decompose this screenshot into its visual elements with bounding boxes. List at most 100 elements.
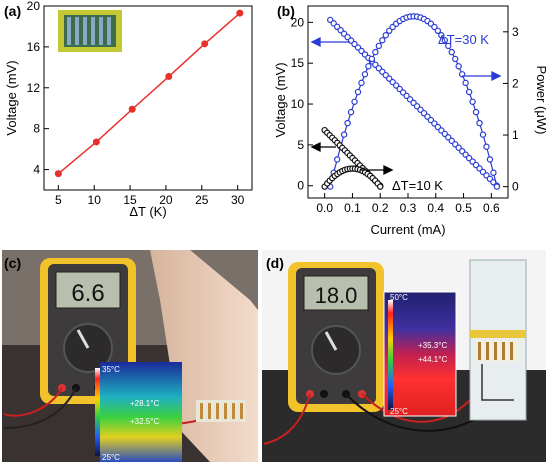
y-tick-label-a: 4: [33, 163, 40, 177]
wristband: [196, 400, 246, 422]
thermal-readout-c-1: +28.1°C: [130, 399, 159, 408]
data-point-b: [476, 119, 483, 127]
data-point-b: [490, 169, 497, 176]
y2-tick-label-b: 1: [512, 128, 519, 142]
thermal-scale-bottom-d: 25°C: [390, 407, 408, 416]
x-tick-label-b: 0.3: [400, 201, 417, 215]
data-point-b: [358, 79, 365, 87]
y-tick-label-a: 20: [27, 0, 41, 13]
data-point-b: [465, 88, 473, 96]
panel-label-a: (a): [4, 3, 21, 19]
thermal-scale-bottom-c: 25°C: [102, 453, 120, 462]
data-point-b: [462, 79, 469, 87]
photo-d: 18.0 50°C 25°C +35.3°C +44.1°C (d: [262, 250, 546, 462]
data-point-b: [333, 156, 341, 163]
photo-c: 6.6 35°C 25°C +28.1°C +32.5°C (c): [2, 250, 258, 462]
x-tick-label-a: 30: [231, 193, 245, 207]
x-tick-label-a: 10: [88, 193, 102, 207]
y-tick-label-a: 8: [33, 122, 40, 136]
x-tick-label-b: 0.6: [483, 201, 500, 215]
data-point-a: [92, 138, 100, 146]
data-point-b: [431, 23, 438, 31]
panel-a: (a) 5 10 15 20 25 30 4 8 12 16 20 Voltage (mV) ΔT …: [4, 0, 253, 219]
data-point-a: [165, 73, 173, 81]
series-line-a: [57, 12, 241, 175]
data-point-a: [236, 9, 244, 17]
data-point-b: [483, 143, 490, 150]
annotation-30k: ΔT=30 K: [438, 32, 489, 47]
data-point-b: [452, 55, 459, 63]
x-tick-label-b: 0.5: [455, 201, 472, 215]
panel-label-c: (c): [4, 255, 21, 271]
data-point-b: [479, 131, 487, 138]
thermal-inset-d: 50°C 25°C +35.3°C +44.1°C: [383, 291, 457, 417]
series-a: [54, 9, 244, 178]
ylabel-a: Voltage (mV): [4, 60, 19, 135]
data-point-b: [493, 183, 501, 190]
y-tick-label-b: 15: [291, 56, 305, 70]
pcb-photo-inset: [58, 10, 122, 52]
y-tick-label-a: 12: [27, 81, 41, 95]
plot-frame-a: [43, 5, 253, 191]
thermal-colorbar-c: [95, 368, 100, 456]
data-point-b: [486, 156, 494, 163]
xlabel-b: Current (mA): [370, 222, 445, 237]
data-point-b: [354, 88, 362, 96]
arrow-left-axis-30k: [310, 36, 350, 48]
data-point-a: [128, 105, 136, 113]
data-point-b: [347, 108, 355, 116]
y-tick-label-b: 10: [291, 97, 305, 111]
x-tick-label-a: 25: [195, 193, 209, 207]
data-point-b: [469, 98, 476, 105]
x-tick-label-a: 15: [123, 193, 137, 207]
data-point-b: [386, 27, 393, 35]
panel-b: (b) 0.0 0.1 0.2 0.3 0.4 0.5 0.6 0 5 10 15 20 0 1 2 3 Vo…: [273, 3, 546, 237]
data-point-b: [472, 108, 480, 116]
panel-label-d: (d): [266, 255, 284, 271]
data-point-b: [377, 183, 384, 190]
x-tick-label-a: 20: [159, 193, 173, 207]
x-tick-label-b: 0.4: [427, 201, 444, 215]
data-point-b: [448, 48, 455, 56]
data-point-b: [382, 32, 389, 39]
x-tick-label-b: 0.0: [316, 201, 333, 215]
data-point-b: [372, 48, 379, 56]
arrow-left-axis-10k: [310, 141, 336, 153]
y-tick-label-b: 5: [297, 138, 304, 152]
data-point-b: [438, 32, 445, 39]
x-tick-label-b: 0.2: [372, 201, 389, 215]
y-tick-label-b: 20: [291, 15, 305, 29]
y2-tick-label-b: 0: [512, 180, 519, 194]
data-point-b: [375, 42, 383, 50]
data-point-a: [54, 170, 62, 178]
beaker: [469, 259, 527, 421]
y2label-b: Power (μW): [534, 66, 546, 135]
data-point-a: [201, 40, 209, 48]
panel-label-b: (b): [277, 3, 295, 19]
y-tick-label-a: 16: [27, 40, 41, 54]
data-point-b: [368, 55, 376, 63]
thermal-readout-d-1: +35.3°C: [418, 341, 447, 350]
axes-b: 0.0 0.1 0.2 0.3 0.4 0.5 0.6 0 5 10 15 20 0 1 2 3: [291, 15, 519, 215]
data-point-b: [340, 131, 348, 138]
thermal-readout-c-2: +32.5°C: [130, 417, 159, 426]
data-point-b: [445, 42, 452, 50]
thermal-readout-d-2: +44.1°C: [418, 355, 447, 364]
thermal-colorbar-d: [388, 300, 393, 410]
meter-reading-c: 6.6: [71, 280, 104, 307]
meter-reading-d: 18.0: [315, 283, 358, 308]
data-point-b: [365, 63, 372, 70]
arrow-right-axis-10k: [360, 164, 394, 176]
y-tick-label-b: 0: [297, 179, 304, 193]
data-point-b: [344, 119, 351, 127]
thermal-inset-c: 35°C 25°C +28.1°C +32.5°C: [95, 362, 182, 462]
multimeter-d: 18.0: [288, 262, 384, 412]
series-b: [321, 13, 501, 190]
thermal-scale-top-c: 35°C: [102, 365, 120, 374]
data-point-b: [361, 71, 369, 78]
xlabel-a: ΔT (K): [129, 204, 166, 219]
arrow-right-axis-30k: [462, 70, 502, 82]
axes-a: 5 10 15 20 25 30 4 8 12 16 20: [27, 0, 245, 207]
x-tick-label-b: 0.1: [344, 201, 361, 215]
